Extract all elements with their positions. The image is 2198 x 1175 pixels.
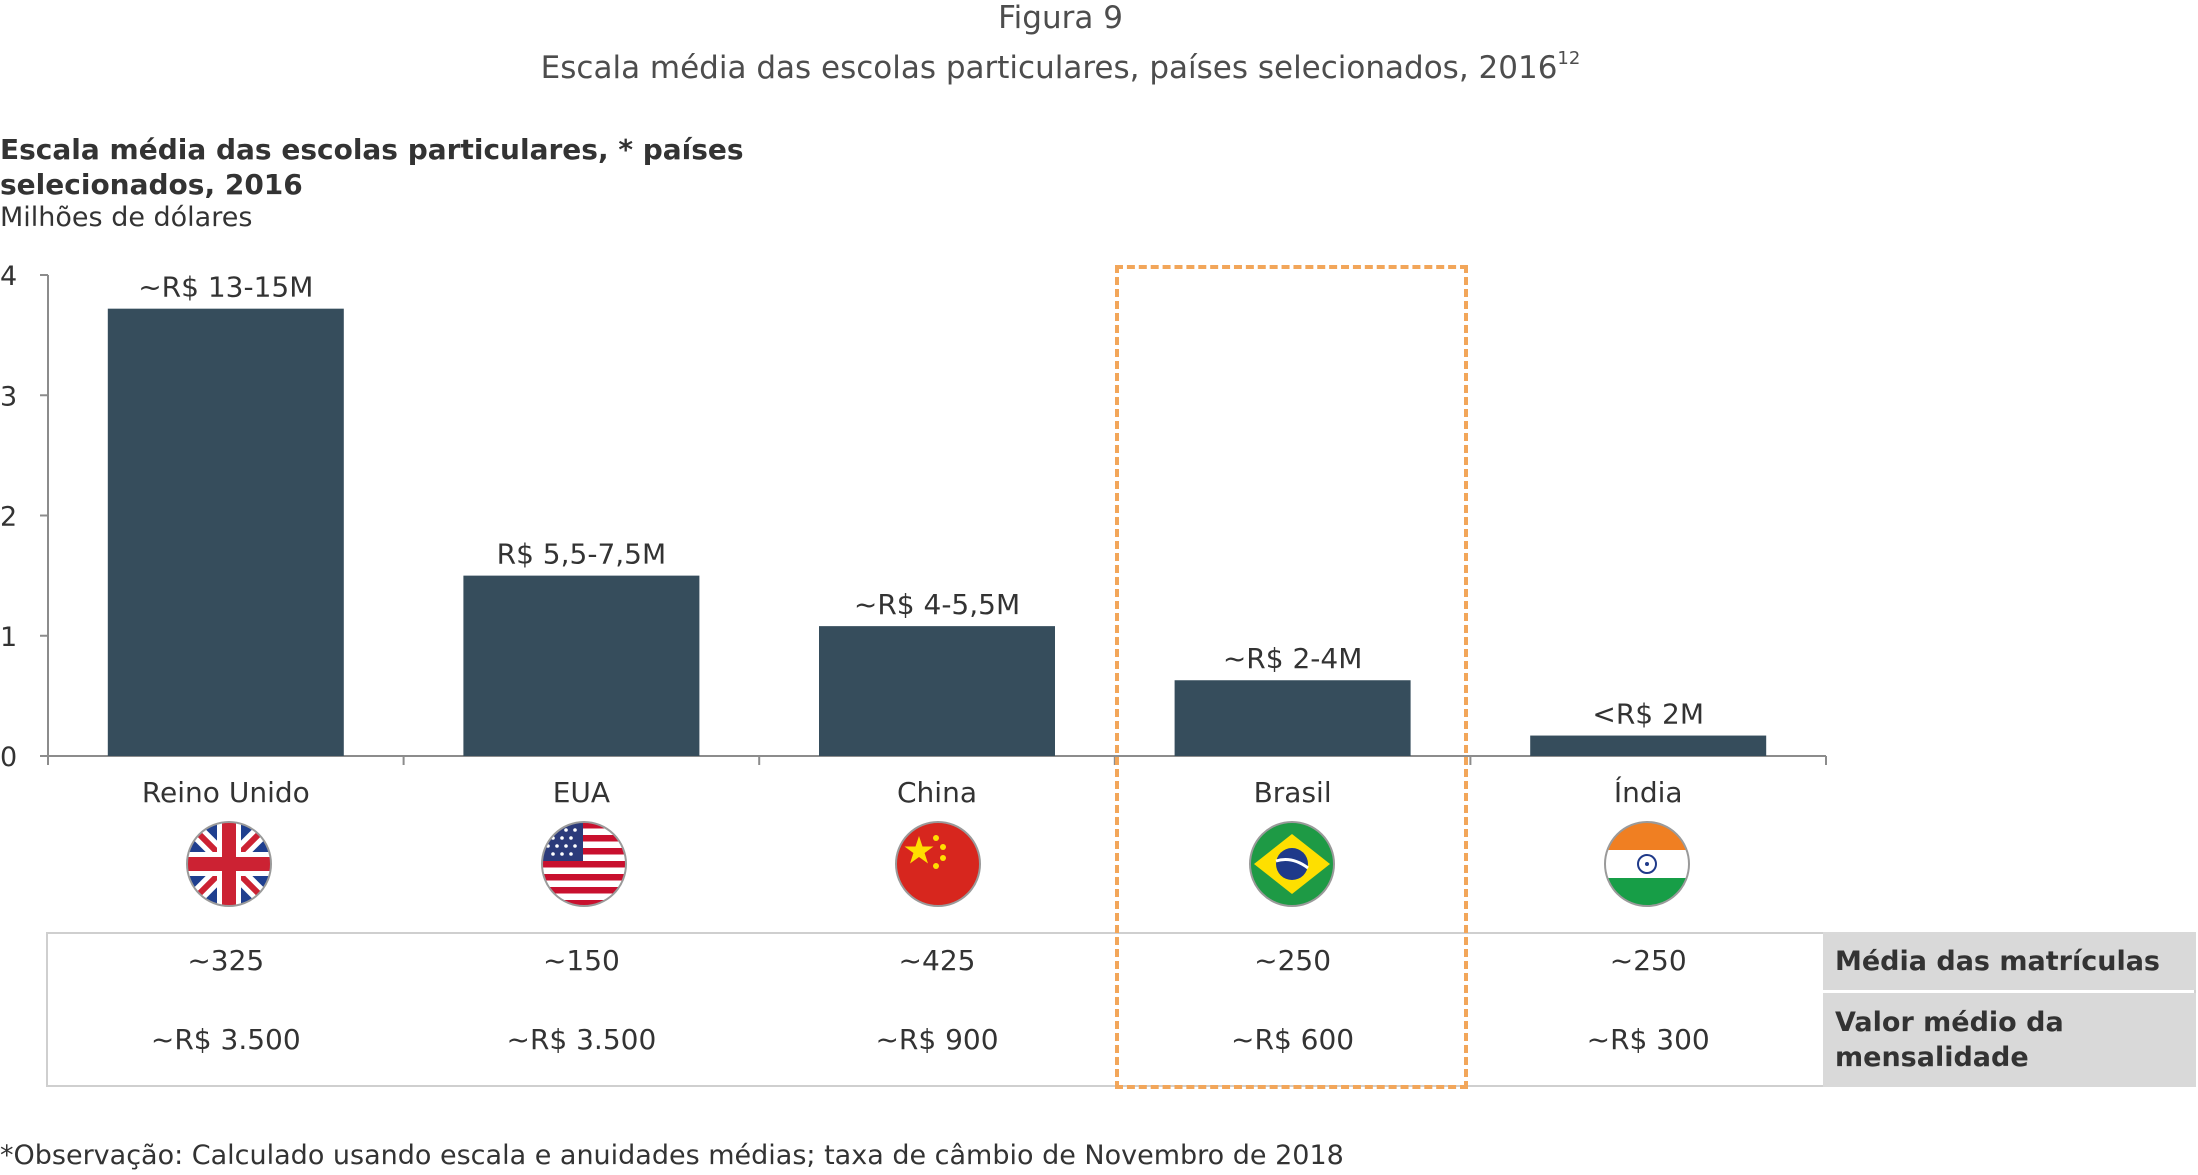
chart-bars (107, 308, 1767, 756)
figure-label: Figura 9 (998, 0, 1123, 36)
table-cell-tuition: ~R$ 3.500 (506, 1023, 657, 1056)
table-cell-enrollment: ~325 (187, 944, 265, 977)
chart-title: Escala média das escolas particulares, *… (0, 133, 744, 201)
table-cell-enrollment: ~425 (898, 944, 976, 977)
india-flag-icon (1604, 821, 1690, 907)
table-cell-tuition: ~R$ 600 (1231, 1023, 1355, 1056)
bar-chart: 0 1 2 3 4 ~R$ 13-15M Reino Unido R$ 5,5-7,5M EU… (0, 261, 1827, 907)
bar-value-label: ~R$ 2-4M (1223, 642, 1363, 675)
table-cell-enrollment: ~250 (1609, 944, 1687, 977)
bar (819, 626, 1055, 756)
bar-value-label: ~R$ 13-15M (138, 271, 313, 304)
bar (463, 575, 700, 756)
bar-value-label: R$ 5,5-7,5M (497, 538, 667, 571)
table-cell-tuition: ~R$ 900 (875, 1023, 999, 1056)
brazil-highlight-box (1115, 265, 1468, 1089)
y-tick-label: 3 (0, 381, 17, 412)
figure-title-text: Escala média das escolas particulares, p… (540, 50, 1558, 86)
chart-labels: ~R$ 13-15M Reino Unido R$ 5,5-7,5M EUA ~R$ 4… (138, 271, 1704, 809)
flag-row (186, 821, 1690, 907)
x-category-label: Índia (1614, 775, 1683, 809)
figure-title-footnote-ref: 12 (1557, 48, 1581, 69)
table-cell-enrollment: ~150 (542, 944, 620, 977)
x-category-label: EUA (553, 776, 610, 809)
table-cell-enrollment: ~250 (1254, 944, 1332, 977)
x-category-label: Brasil (1254, 776, 1332, 809)
y-tick-label: 0 (0, 742, 17, 773)
table-cell-tuition: ~R$ 300 (1586, 1023, 1710, 1056)
uk-flag-icon (186, 821, 272, 907)
bar (1530, 735, 1767, 756)
bar (107, 308, 344, 756)
x-category-label: Reino Unido (142, 776, 310, 809)
bar (1174, 680, 1411, 756)
table-cell-tuition: ~R$ 3.500 (150, 1023, 301, 1056)
footnote: *Observação: Calculado usando escala e a… (0, 1140, 1344, 1171)
table-row-label-enrollment: Média das matrículas (1823, 932, 2196, 990)
usa-flag-icon (541, 821, 627, 907)
y-tick-label: 1 (0, 622, 17, 653)
y-tick-label: 2 (0, 502, 17, 533)
china-flag-icon (895, 821, 981, 907)
bar-value-label: ~R$ 4-5,5M (854, 588, 1020, 621)
bar-value-label: <R$ 2M (1592, 698, 1704, 731)
table-row-label-tuition: Valor médio da mensalidade (1823, 993, 2196, 1087)
figure-title: Escala média das escolas particulares, p… (0, 48, 2121, 86)
y-axis-unit-label: Milhões de dólares (0, 202, 253, 233)
brazil-flag-icon (1249, 821, 1335, 907)
x-category-label: China (897, 776, 977, 809)
y-tick-label: 4 (0, 261, 17, 292)
